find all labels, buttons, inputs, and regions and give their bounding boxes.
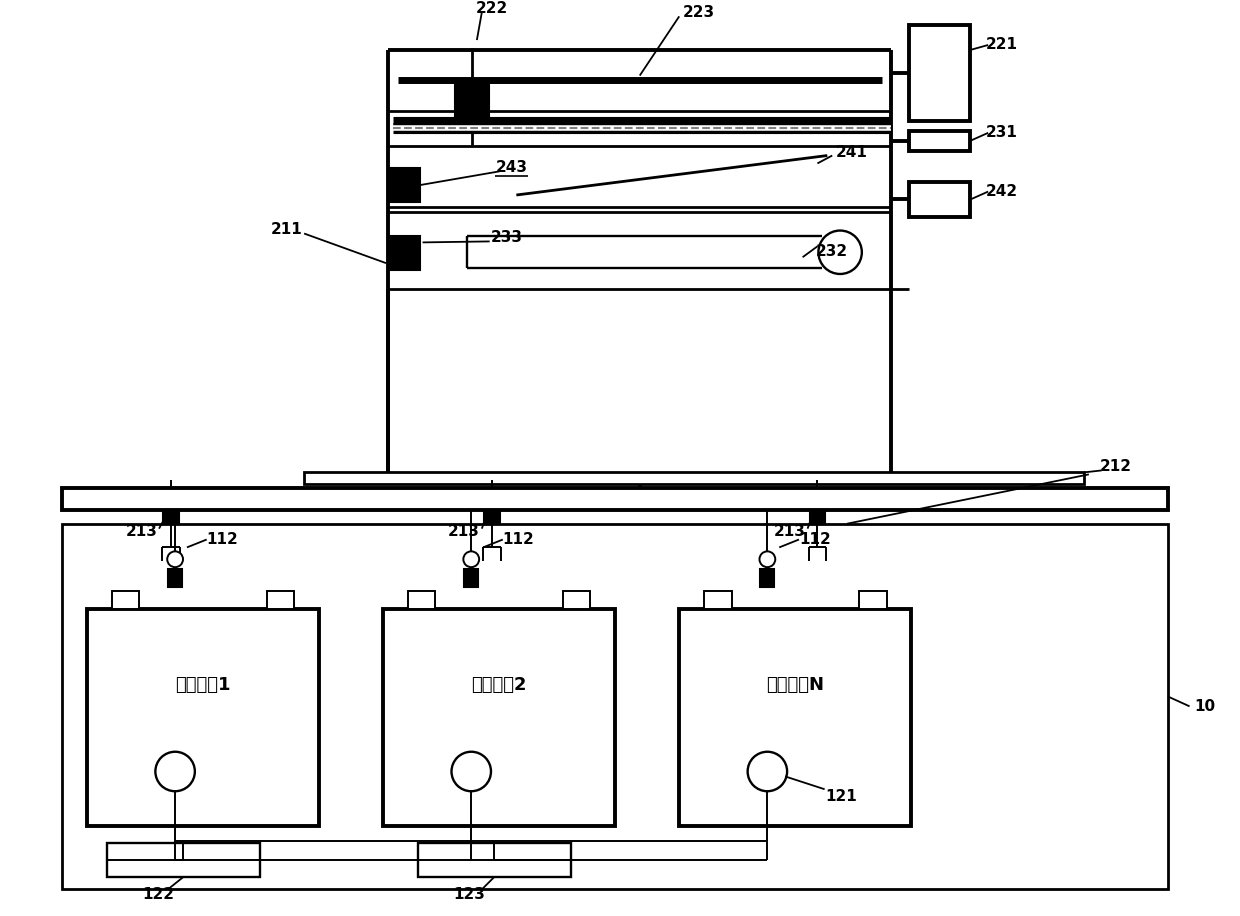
Text: 213: 213 (125, 524, 157, 540)
Bar (408, 591, 435, 608)
Circle shape (759, 551, 775, 567)
Bar (267, 591, 294, 608)
Circle shape (155, 752, 195, 791)
Text: 233: 233 (491, 230, 522, 245)
Text: 212: 212 (1100, 459, 1132, 474)
Text: 222: 222 (476, 1, 508, 16)
Text: 223: 223 (683, 5, 715, 20)
Bar (304, 473, 1084, 485)
Bar (810, 510, 826, 524)
Circle shape (464, 551, 479, 567)
Text: 232: 232 (816, 244, 848, 259)
Text: 221: 221 (986, 38, 1018, 52)
Circle shape (748, 752, 787, 791)
Bar (484, 510, 500, 524)
Text: 123: 123 (454, 888, 485, 902)
Text: 243: 243 (496, 160, 527, 175)
Bar (455, 84, 489, 128)
Text: 112: 112 (502, 532, 534, 547)
Text: 213: 213 (448, 524, 480, 540)
Bar (680, 608, 911, 825)
Bar (859, 591, 887, 608)
Text: 112: 112 (799, 532, 831, 547)
Bar (704, 591, 732, 608)
Bar (162, 510, 179, 524)
Text: 10: 10 (1195, 699, 1216, 714)
Bar (383, 608, 615, 825)
Bar (62, 488, 1168, 510)
Bar (418, 843, 570, 878)
Bar (169, 569, 182, 587)
Text: 213: 213 (774, 524, 806, 540)
Bar (563, 591, 590, 608)
Text: 231: 231 (986, 125, 1018, 140)
Text: 211: 211 (270, 222, 303, 237)
Text: 121: 121 (826, 789, 857, 803)
Text: 122: 122 (143, 888, 175, 902)
Text: 112: 112 (207, 532, 238, 547)
Circle shape (818, 231, 862, 274)
Circle shape (167, 551, 184, 567)
Bar (760, 569, 774, 587)
Bar (62, 524, 1168, 889)
Bar (112, 591, 139, 608)
Bar (909, 131, 971, 150)
Circle shape (451, 752, 491, 791)
Bar (391, 169, 419, 202)
Text: 单体电芯2: 单体电芯2 (471, 676, 527, 693)
Text: 单体电芯N: 单体电芯N (766, 676, 825, 693)
Bar (909, 26, 971, 121)
Bar (909, 182, 971, 217)
Text: 242: 242 (986, 184, 1018, 199)
Text: 241: 241 (836, 145, 868, 160)
Text: 单体电芯1: 单体电芯1 (175, 676, 231, 693)
Bar (391, 236, 419, 270)
Bar (107, 843, 259, 878)
Bar (464, 569, 479, 587)
Bar (87, 608, 319, 825)
